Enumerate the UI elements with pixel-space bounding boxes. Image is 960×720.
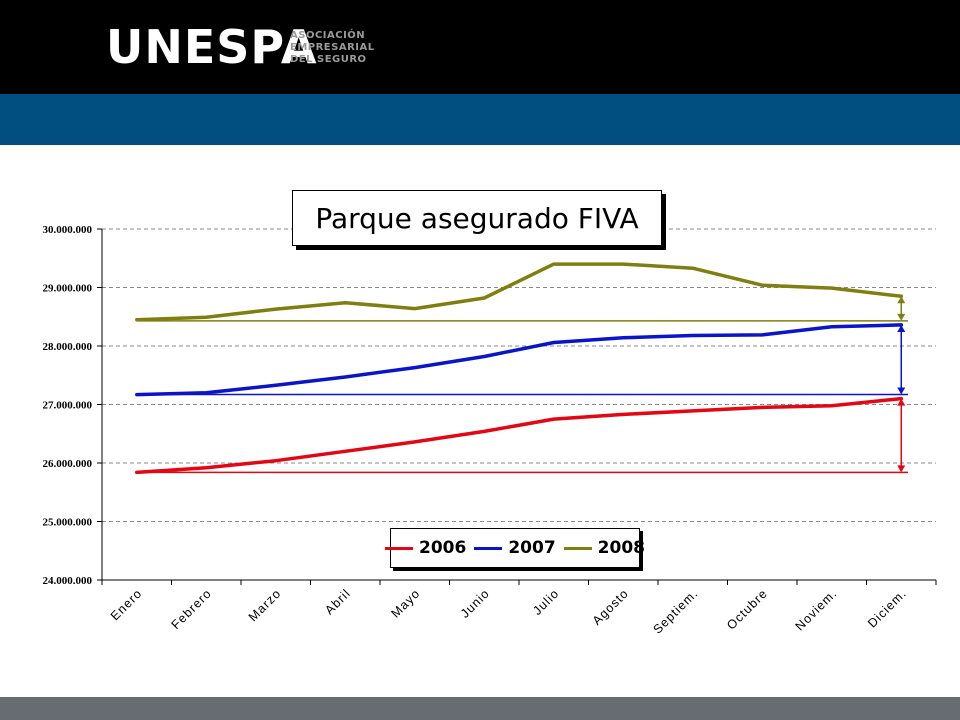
- y-tick-label: 26.000.000: [43, 458, 93, 470]
- series-line-2007: [135, 323, 904, 397]
- x-tick-label: Mayo: [389, 586, 423, 620]
- y-tick-label: 30.000.000: [43, 224, 93, 236]
- x-tick-label: Marzo: [246, 586, 284, 624]
- chart-title: Parque asegurado FIVA: [292, 190, 662, 246]
- legend-label-2008: 2008: [597, 538, 645, 558]
- legend-label-2006: 2006: [419, 538, 467, 558]
- arrowhead-up-2008: [897, 296, 906, 304]
- x-tick-label: Abril: [322, 586, 353, 617]
- x-tick-label: Julio: [530, 586, 562, 618]
- x-tick-label: Febrero: [169, 586, 215, 632]
- legend-swatch-2008: [563, 546, 592, 550]
- x-tick-label: Noviem.: [793, 586, 840, 633]
- logo-subtitle-line: ASOCIACIÓN: [290, 30, 366, 41]
- header-bar: UNESPA ASOCIACIÓN EMPRESARIAL DEL SEGURO: [0, 0, 960, 94]
- arrowhead-down-2008: [897, 313, 906, 321]
- legend-item-2006: 2006: [385, 538, 466, 558]
- legend-item-2008: 2008: [563, 538, 645, 558]
- arrowhead-down-2006: [897, 465, 906, 473]
- y-tick-label: 25.000.000: [43, 517, 93, 529]
- header-accent-band: [0, 94, 960, 145]
- logo-subtitle-line: EMPRESARIAL: [290, 42, 375, 53]
- arrowhead-up-2007: [897, 324, 906, 332]
- y-tick-label: 27.000.000: [43, 400, 93, 412]
- x-tick-label: Enero: [108, 586, 145, 623]
- logo-subtitle: ASOCIACIÓN EMPRESARIAL DEL SEGURO: [290, 30, 375, 66]
- legend-swatch-2007: [474, 546, 503, 550]
- x-tick-label: Septiem.: [650, 586, 700, 636]
- x-tick-label: Junio: [458, 586, 493, 621]
- x-tick-label: Agosto: [590, 586, 632, 628]
- legend-item-2007: 2007: [474, 538, 556, 558]
- unespa-logo: UNESPA: [106, 20, 318, 74]
- footer-bar: [0, 697, 960, 720]
- x-tick-label: Octubre: [724, 586, 770, 632]
- y-tick-label: 28.000.000: [43, 341, 93, 353]
- series-line-2008: [135, 262, 904, 322]
- y-tick-label: 29.000.000: [43, 283, 93, 295]
- arrowhead-up-2006: [897, 398, 906, 406]
- legend-swatch-2006: [385, 546, 414, 550]
- arrowhead-down-2007: [897, 387, 906, 395]
- series-line-2006: [135, 396, 904, 475]
- chart-legend: 2006 2007 2008: [385, 528, 645, 568]
- logo-subtitle-line: DEL SEGURO: [290, 54, 367, 65]
- legend-label-2007: 2007: [508, 538, 556, 558]
- x-tick-label: Diciem.: [865, 586, 909, 630]
- y-tick-label: 24.000.000: [43, 575, 93, 587]
